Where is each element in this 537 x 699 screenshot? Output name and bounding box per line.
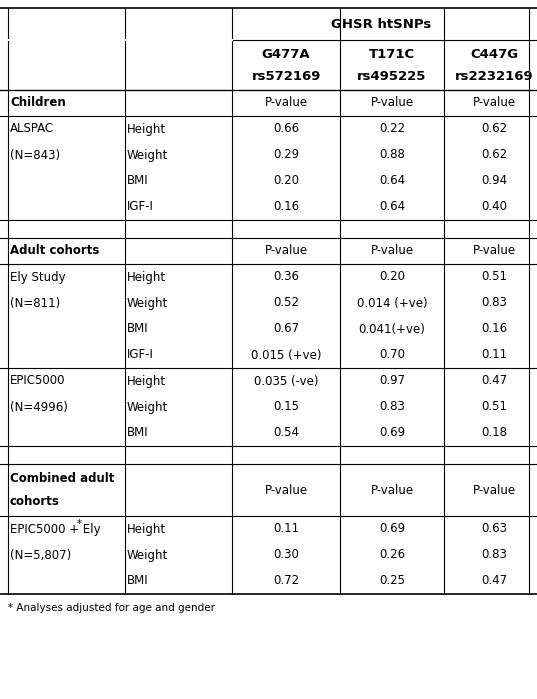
Text: 0.15: 0.15	[273, 401, 299, 414]
Text: P-value: P-value	[473, 245, 516, 257]
Text: BMI: BMI	[127, 175, 149, 187]
Text: G477A: G477A	[262, 48, 310, 61]
Text: Weight: Weight	[127, 296, 168, 310]
Text: (N=4996): (N=4996)	[10, 401, 68, 414]
Text: Ely Study: Ely Study	[10, 271, 66, 284]
Text: 0.29: 0.29	[273, 148, 299, 161]
Text: P-value: P-value	[265, 96, 308, 110]
Text: 0.66: 0.66	[273, 122, 299, 136]
Text: BMI: BMI	[127, 322, 149, 336]
Text: Combined adult: Combined adult	[10, 472, 114, 485]
Text: P-value: P-value	[371, 96, 413, 110]
Text: 0.51: 0.51	[482, 401, 507, 414]
Text: 0.30: 0.30	[273, 549, 299, 561]
Text: P-value: P-value	[265, 484, 308, 496]
Text: P-value: P-value	[473, 96, 516, 110]
Text: 0.62: 0.62	[482, 148, 507, 161]
Text: rs2232169: rs2232169	[455, 69, 534, 82]
Text: EPIC5000: EPIC5000	[10, 375, 66, 387]
Text: Weight: Weight	[127, 549, 168, 561]
Text: 0.014 (+ve): 0.014 (+ve)	[357, 296, 427, 310]
Text: 0.11: 0.11	[482, 349, 507, 361]
Text: P-value: P-value	[265, 245, 308, 257]
Text: Children: Children	[10, 96, 66, 110]
Text: 0.67: 0.67	[273, 322, 299, 336]
Text: Height: Height	[127, 375, 166, 387]
Text: IGF-I: IGF-I	[127, 201, 154, 213]
Text: 0.36: 0.36	[273, 271, 299, 284]
Text: * Analyses adjusted for age and gender: * Analyses adjusted for age and gender	[8, 603, 215, 613]
Text: rs572169: rs572169	[251, 69, 321, 82]
Text: 0.47: 0.47	[482, 575, 507, 587]
Text: 0.83: 0.83	[482, 549, 507, 561]
Text: GHSR htSNPs: GHSR htSNPs	[331, 17, 431, 31]
Text: IGF-I: IGF-I	[127, 349, 154, 361]
Text: 0.54: 0.54	[273, 426, 299, 440]
Text: 0.64: 0.64	[379, 201, 405, 213]
Text: Height: Height	[127, 271, 166, 284]
Text: rs495225: rs495225	[357, 69, 426, 82]
Text: (N=811): (N=811)	[10, 296, 60, 310]
Text: P-value: P-value	[473, 484, 516, 496]
Text: 0.69: 0.69	[379, 522, 405, 535]
Text: EPIC5000 + Ely: EPIC5000 + Ely	[10, 522, 100, 535]
Text: 0.26: 0.26	[379, 549, 405, 561]
Text: 0.52: 0.52	[273, 296, 299, 310]
Text: 0.64: 0.64	[379, 175, 405, 187]
Text: Weight: Weight	[127, 148, 168, 161]
Text: 0.70: 0.70	[379, 349, 405, 361]
Text: 0.72: 0.72	[273, 575, 299, 587]
Text: 0.16: 0.16	[273, 201, 299, 213]
Text: 0.18: 0.18	[482, 426, 507, 440]
Text: 0.16: 0.16	[482, 322, 507, 336]
Text: 0.035 (-ve): 0.035 (-ve)	[254, 375, 318, 387]
Text: 0.40: 0.40	[482, 201, 507, 213]
Text: 0.69: 0.69	[379, 426, 405, 440]
Text: BMI: BMI	[127, 426, 149, 440]
Text: Height: Height	[127, 122, 166, 136]
Text: Adult cohorts: Adult cohorts	[10, 245, 99, 257]
Text: Height: Height	[127, 522, 166, 535]
Text: 0.83: 0.83	[482, 296, 507, 310]
Text: 0.88: 0.88	[379, 148, 405, 161]
Text: P-value: P-value	[371, 484, 413, 496]
Text: (N=5,807): (N=5,807)	[10, 549, 71, 561]
Text: 0.015 (+ve): 0.015 (+ve)	[251, 349, 322, 361]
Text: 0.51: 0.51	[482, 271, 507, 284]
Text: 0.041(+ve): 0.041(+ve)	[359, 322, 425, 336]
Text: 0.94: 0.94	[482, 175, 507, 187]
Text: 0.20: 0.20	[379, 271, 405, 284]
Text: 0.47: 0.47	[482, 375, 507, 387]
Text: 0.97: 0.97	[379, 375, 405, 387]
Text: BMI: BMI	[127, 575, 149, 587]
Text: 0.22: 0.22	[379, 122, 405, 136]
Text: 0.63: 0.63	[482, 522, 507, 535]
Text: 0.25: 0.25	[379, 575, 405, 587]
Text: C447G: C447G	[470, 48, 519, 61]
Text: 0.62: 0.62	[482, 122, 507, 136]
Text: Weight: Weight	[127, 401, 168, 414]
Text: 0.11: 0.11	[273, 522, 299, 535]
Text: cohorts: cohorts	[10, 495, 60, 508]
Text: *: *	[77, 519, 82, 529]
Text: P-value: P-value	[371, 245, 413, 257]
Text: 0.83: 0.83	[379, 401, 405, 414]
Text: 0.20: 0.20	[273, 175, 299, 187]
Text: T171C: T171C	[369, 48, 415, 61]
Text: (N=843): (N=843)	[10, 148, 60, 161]
Text: ALSPAC: ALSPAC	[10, 122, 54, 136]
